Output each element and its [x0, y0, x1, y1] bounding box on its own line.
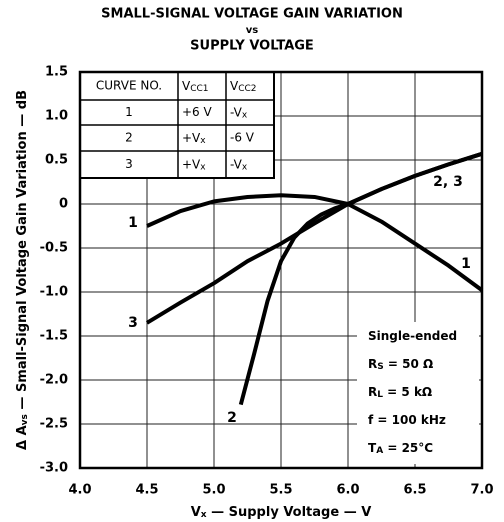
y-tick-label: -1.5	[40, 329, 68, 344]
table-cell: -Vx	[230, 157, 248, 173]
curve	[145, 151, 483, 325]
curve-label: 2	[227, 410, 237, 426]
y-tick-label: -2.0	[40, 373, 68, 388]
text-part: — Supply Voltage — V	[207, 505, 372, 520]
table-cell: +Vx	[182, 157, 206, 173]
text-part: V	[191, 505, 201, 520]
condition-text: RL = 5 kΩ	[368, 385, 432, 401]
text-part: -V	[230, 105, 243, 119]
condition-text: Single-ended	[368, 329, 457, 343]
condition-text: f = 100 kHz	[368, 413, 446, 427]
text-part: L	[377, 390, 383, 400]
table-cell: VCC2	[230, 79, 257, 95]
text-part: Δ A	[15, 425, 30, 450]
chart-title: SMALL-SIGNAL VOLTAGE GAIN VARIATION	[101, 7, 403, 22]
text-part: -V	[230, 157, 243, 171]
x-tick-label: 6.0	[336, 483, 359, 498]
x-tick-label: 5.5	[269, 483, 292, 498]
text-part: T	[368, 441, 377, 455]
curve-label: 3	[128, 315, 138, 331]
text-part: Single-ended	[368, 329, 457, 343]
text-part: x	[200, 136, 206, 146]
y-tick-label: 0.5	[45, 153, 68, 168]
y-axis-label: Δ Avs — Small-Signal Voltage Gain Variat…	[15, 90, 31, 450]
text-part: V	[182, 79, 191, 93]
text-part: = 25°C	[383, 441, 433, 455]
condition-text: TA = 25°C	[368, 441, 433, 457]
table-cell: +Vx	[182, 131, 206, 147]
x-tick-label: 5.0	[202, 483, 225, 498]
table-cell: +6 V	[182, 105, 213, 119]
curve-label: 1	[128, 215, 138, 231]
text-part: S	[377, 362, 383, 372]
curve	[146, 193, 484, 292]
text-part: R	[368, 385, 377, 399]
conditions-bg	[357, 322, 479, 464]
table-cell: 3	[125, 157, 133, 171]
condition-text: RS = 50 Ω	[368, 357, 433, 373]
y-tick-label: -0.5	[40, 241, 68, 256]
x-tick-label: 6.5	[403, 483, 426, 498]
table-cell: VCC1	[182, 79, 209, 95]
y-tick-label: 1.0	[45, 109, 68, 124]
y-tick-label: -1.0	[40, 285, 68, 300]
y-tick-label: -2.5	[40, 417, 68, 432]
y-tick-label: 0	[59, 197, 68, 212]
table-cell: CURVE NO.	[96, 79, 162, 93]
x-tick-label: 4.5	[135, 483, 158, 498]
text-part: x	[200, 163, 206, 173]
text-part: +V	[182, 157, 201, 171]
x-tick-label: 4.0	[68, 483, 91, 498]
text-part: = 5 kΩ	[383, 385, 432, 399]
plot-frame	[78, 70, 484, 470]
x-tick-label: 7.0	[470, 483, 493, 498]
table-cell: 1	[125, 105, 133, 119]
text-part: A	[376, 446, 383, 456]
y-tick-label: -3.0	[40, 461, 68, 476]
curve-label: 1	[461, 256, 471, 272]
text-part: x	[242, 111, 248, 121]
text-part: = 50 Ω	[384, 357, 434, 371]
table-cell: -Vx	[230, 105, 248, 121]
text-part: x	[242, 163, 248, 173]
text-part: +V	[182, 131, 201, 145]
text-part: — Small-Signal Voltage Gain Variation — …	[15, 90, 30, 414]
text-part: CC1	[190, 84, 208, 94]
table-cell: -6 V	[230, 131, 255, 145]
text-part: R	[368, 357, 377, 371]
y-tick-label: 1.5	[45, 65, 68, 80]
text-part: f = 100 kHz	[368, 413, 446, 427]
text-part: x	[201, 510, 207, 520]
chart-title: vs	[246, 25, 259, 36]
text-part: CC2	[238, 84, 256, 94]
curve-label: 2, 3	[433, 174, 463, 190]
chart-title: SUPPLY VOLTAGE	[190, 39, 314, 54]
text-part: V	[230, 79, 239, 93]
text-part: vs	[20, 414, 30, 425]
table-cell: 2	[125, 131, 133, 145]
x-axis-label: Vx — Supply Voltage — V	[191, 505, 372, 521]
